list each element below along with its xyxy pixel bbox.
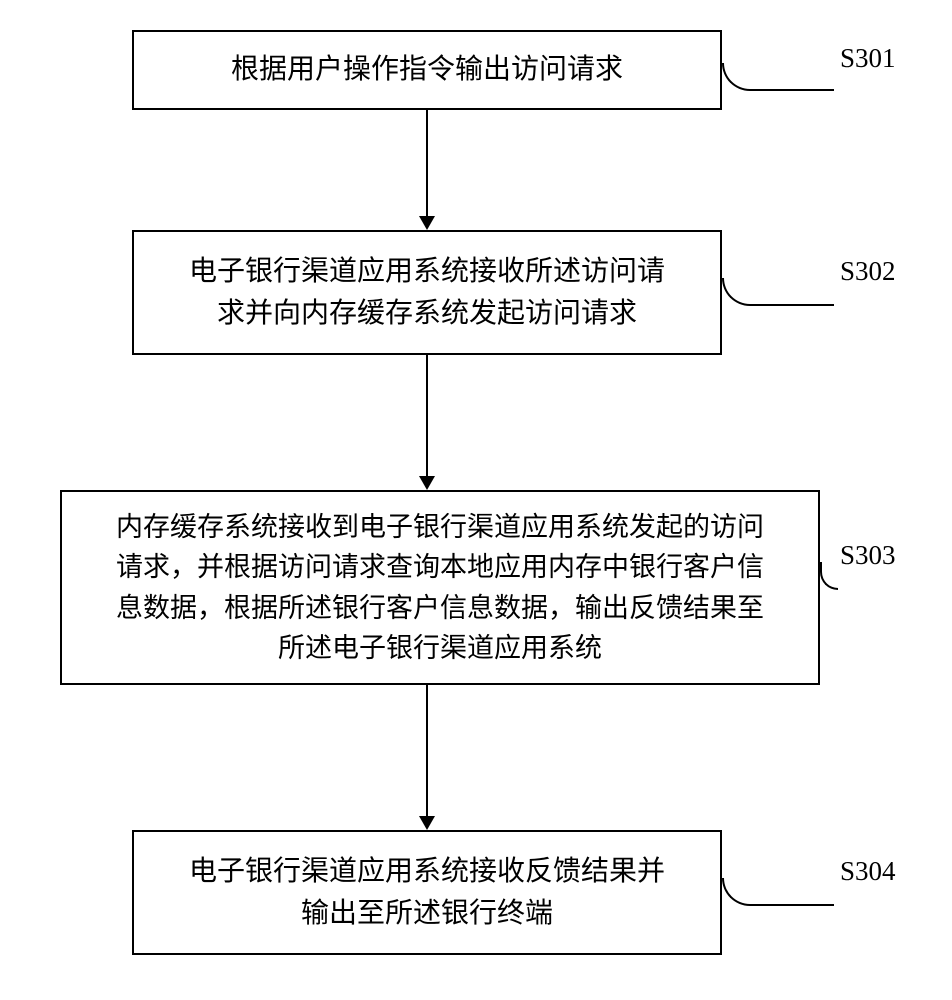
step-label-3: S303: [840, 540, 896, 571]
arrow-1-line: [426, 110, 428, 216]
arrow-1-head: [419, 216, 435, 230]
flowchart-container: 根据用户操作指令输出访问请求 S301 电子银行渠道应用系统接收所述访问请 求并…: [0, 0, 952, 1000]
flow-node-3: 内存缓存系统接收到电子银行渠道应用系统发起的访问 请求，并根据访问请求查询本地应…: [60, 490, 820, 685]
step-label-2: S302: [840, 256, 896, 287]
flow-node-3-text: 内存缓存系统接收到电子银行渠道应用系统发起的访问 请求，并根据访问请求查询本地应…: [116, 507, 764, 669]
label-connector-4: [722, 878, 834, 906]
label-connector-3: [820, 562, 838, 590]
flow-node-2: 电子银行渠道应用系统接收所述访问请 求并向内存缓存系统发起访问请求: [132, 230, 722, 355]
flow-node-4: 电子银行渠道应用系统接收反馈结果并 输出至所述银行终端: [132, 830, 722, 955]
arrow-2-line: [426, 355, 428, 476]
arrow-2-head: [419, 476, 435, 490]
label-connector-1: [722, 63, 834, 91]
arrow-3-head: [419, 816, 435, 830]
flow-node-1: 根据用户操作指令输出访问请求: [132, 30, 722, 110]
flow-node-4-text: 电子银行渠道应用系统接收反馈结果并 输出至所述银行终端: [189, 851, 665, 935]
step-label-1: S301: [840, 43, 896, 74]
label-connector-2: [722, 278, 834, 306]
flow-node-1-text: 根据用户操作指令输出访问请求: [231, 49, 623, 91]
flow-node-2-text: 电子银行渠道应用系统接收所述访问请 求并向内存缓存系统发起访问请求: [189, 251, 665, 335]
step-label-4: S304: [840, 856, 896, 887]
arrow-3-line: [426, 685, 428, 816]
